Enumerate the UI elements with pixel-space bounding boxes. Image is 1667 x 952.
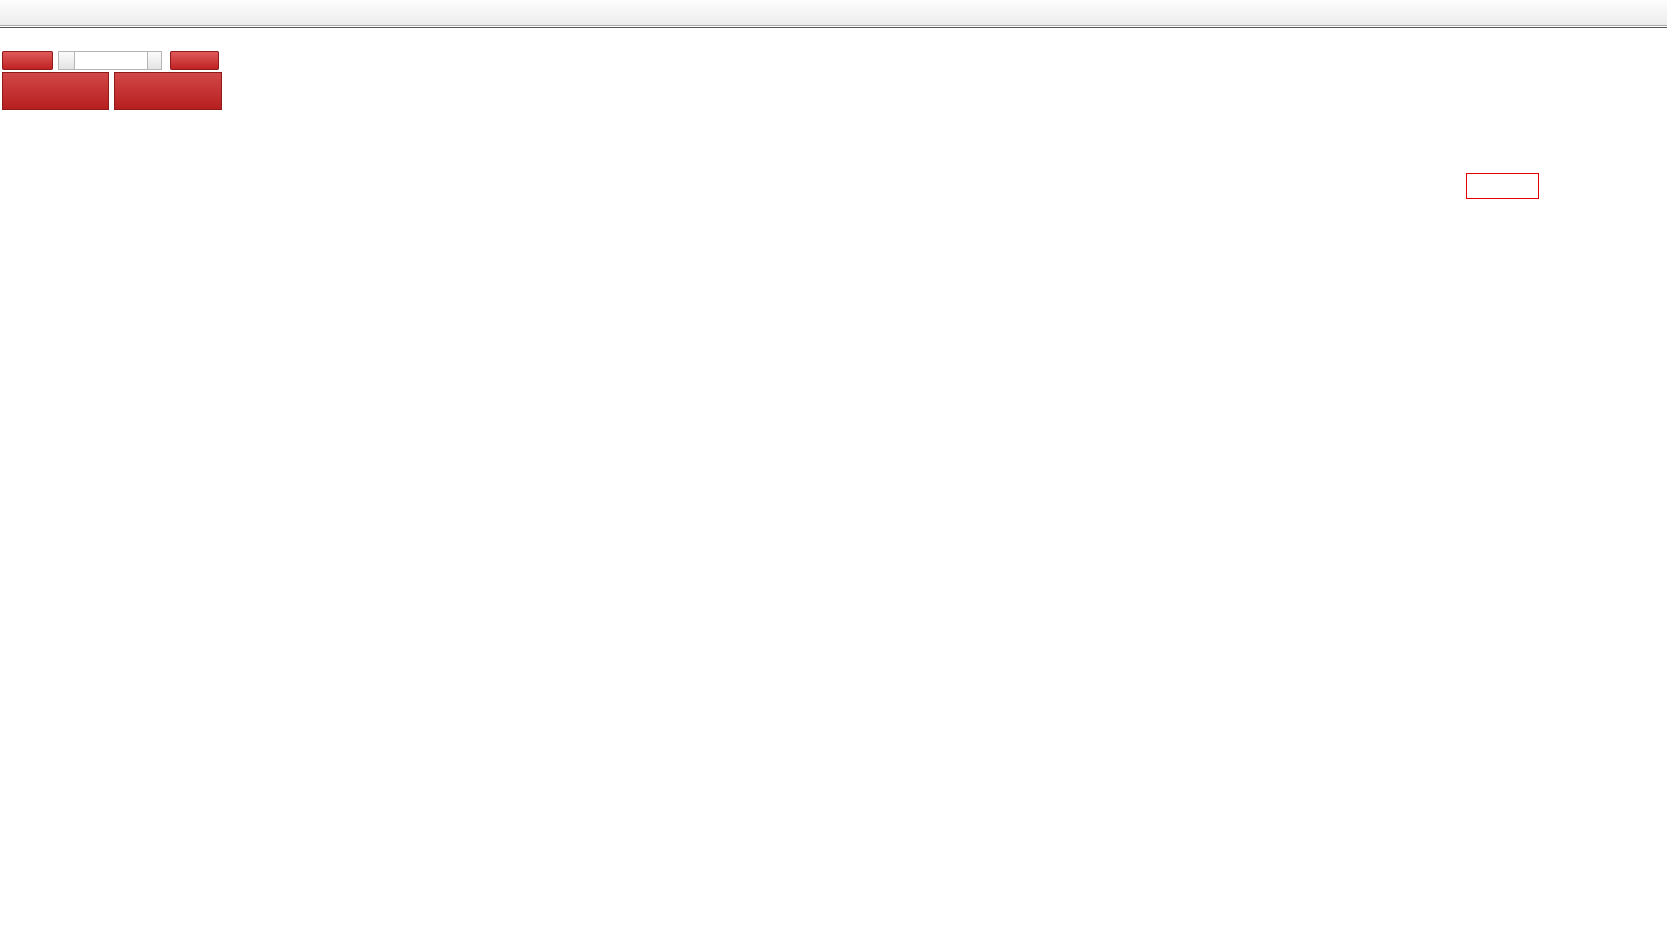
chart-window [0, 27, 1667, 952]
volume-input[interactable] [75, 51, 147, 70]
chart-canvas [0, 28, 1667, 952]
one-click-trading-panel [2, 47, 222, 111]
buy-button[interactable] [170, 51, 219, 70]
volume-decrease-button[interactable] [58, 51, 75, 70]
sell-price-display[interactable] [2, 72, 109, 110]
price-callout-box[interactable] [1466, 173, 1539, 199]
sell-button[interactable] [2, 51, 53, 70]
toolbar [0, 0, 1667, 26]
volume-increase-button[interactable] [147, 51, 162, 70]
buy-price-display[interactable] [114, 72, 222, 110]
